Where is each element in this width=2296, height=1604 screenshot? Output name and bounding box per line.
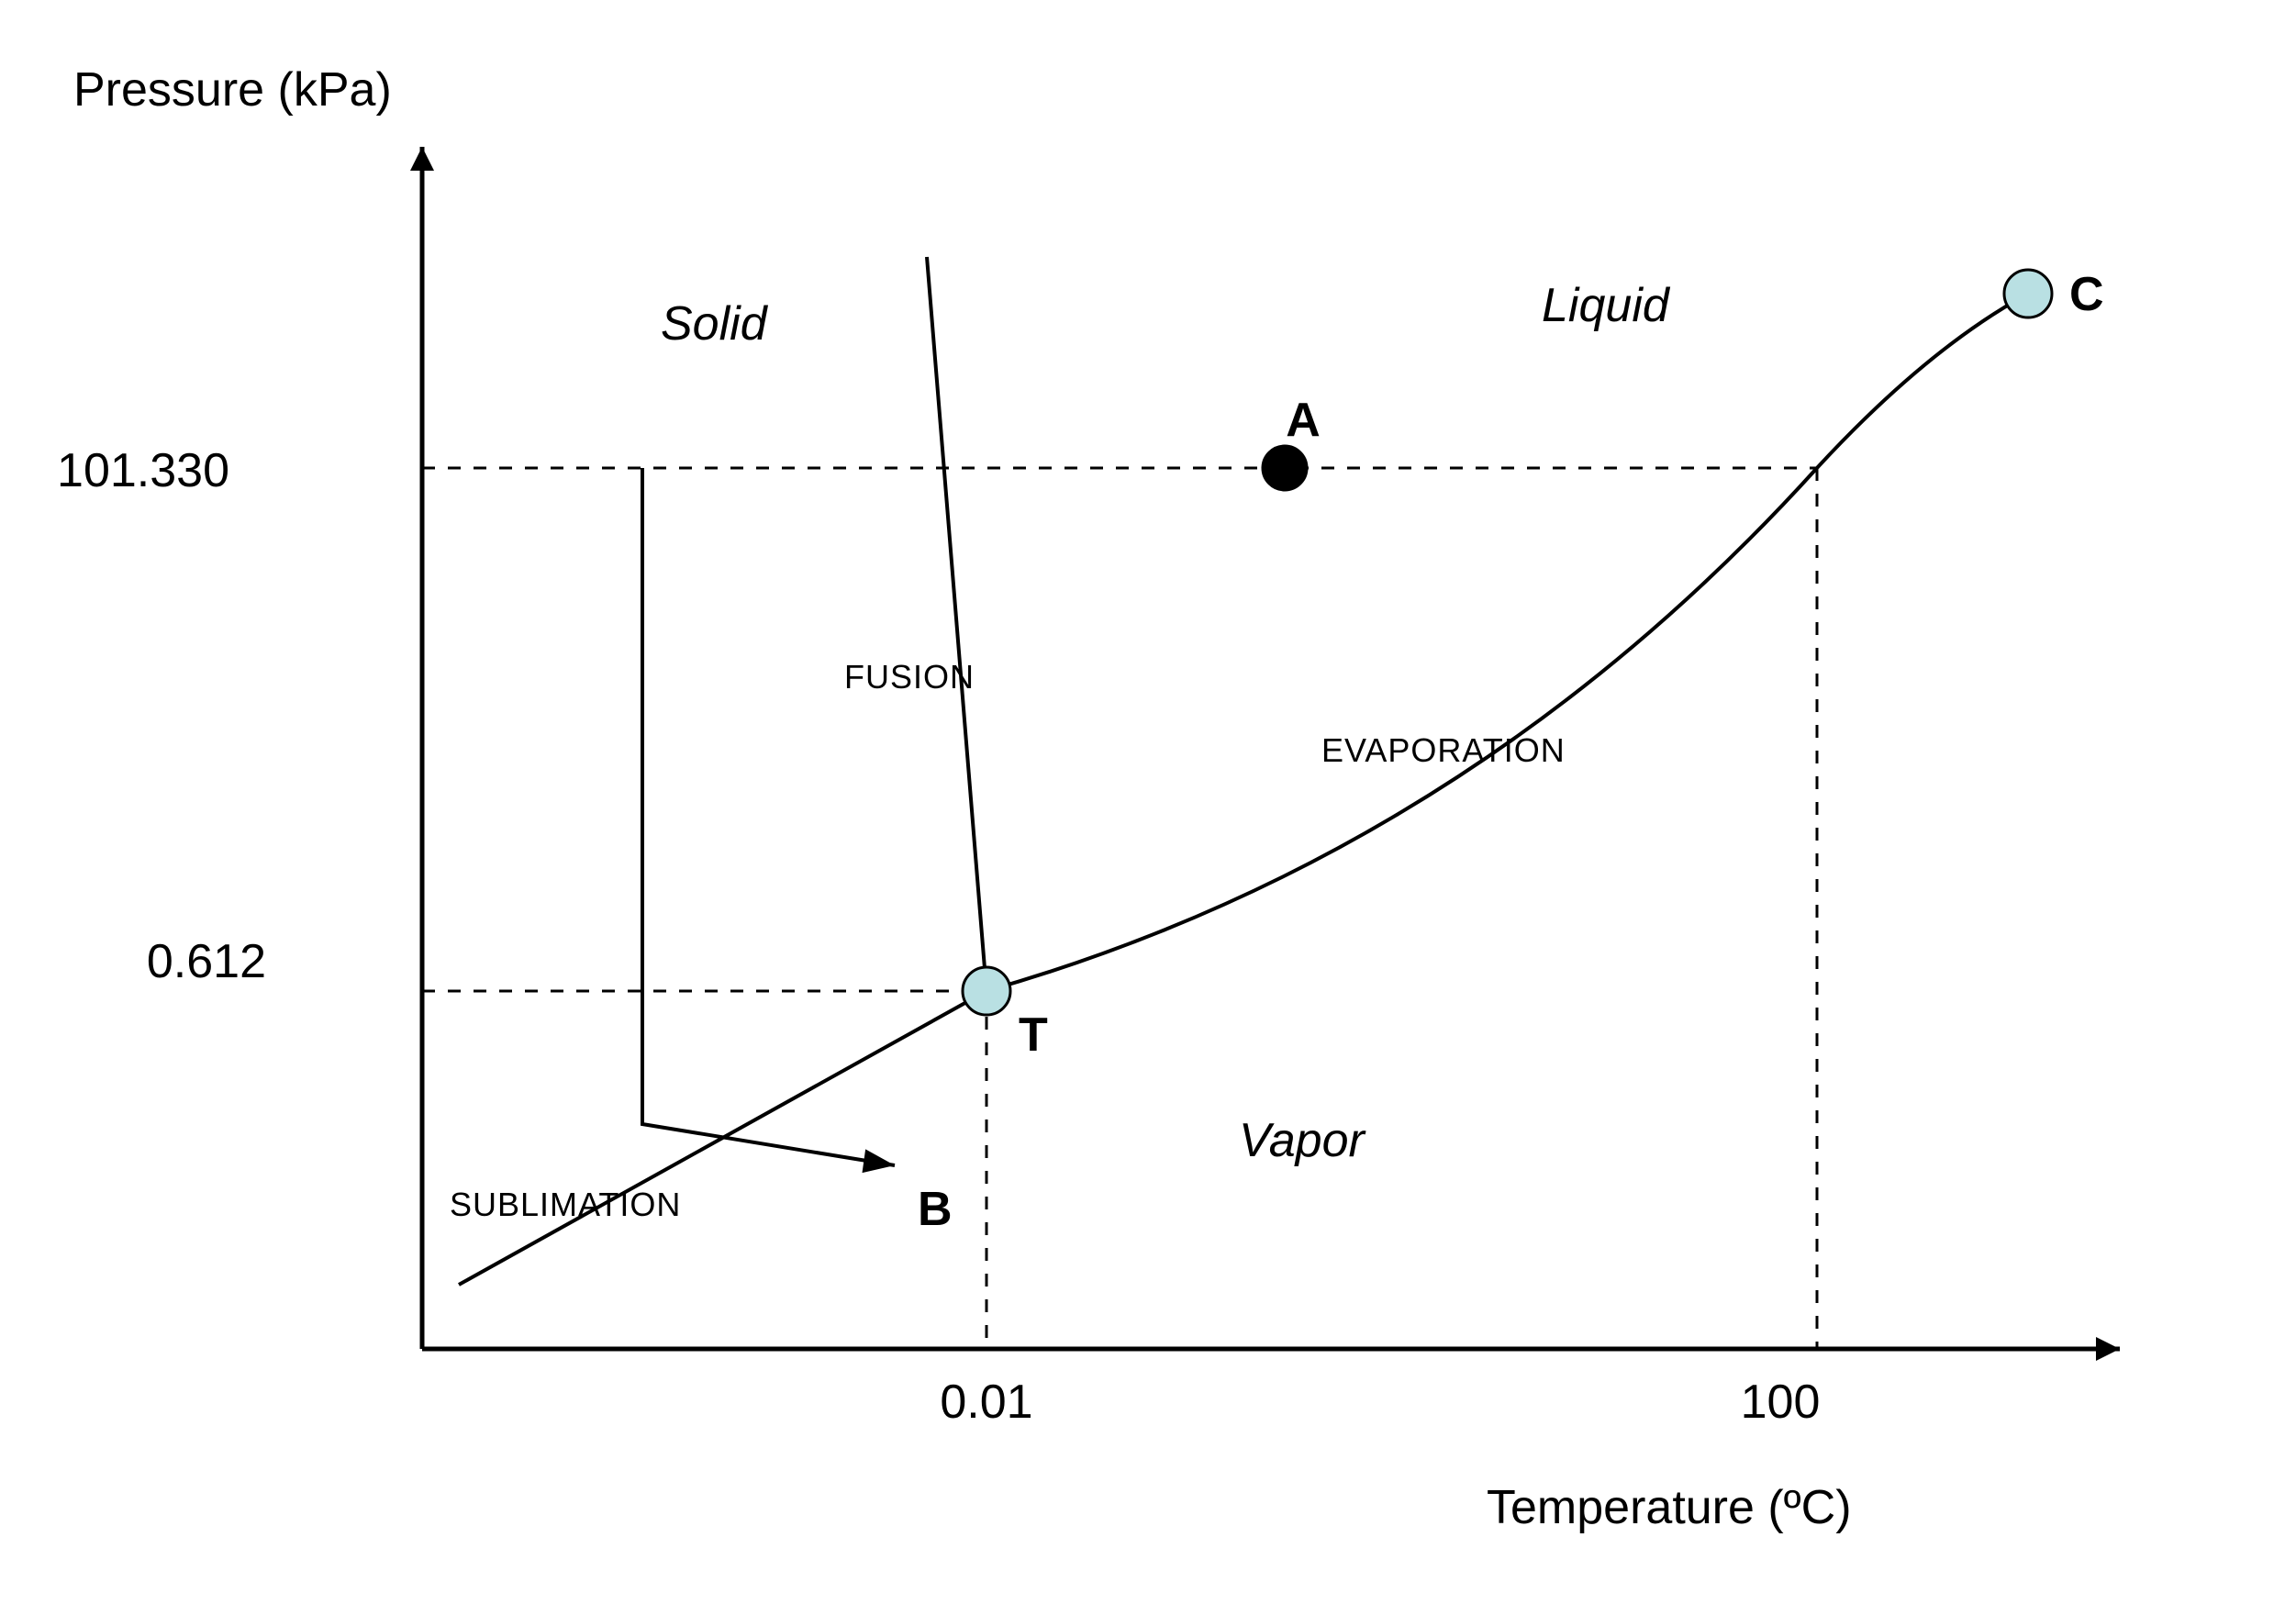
y-tick-labels: 101.330 0.612 — [57, 444, 266, 988]
x-axis-arrowhead — [2096, 1337, 2120, 1361]
x-axis-label: Temperature (ºC) — [1487, 1481, 1852, 1534]
process-arrow-path — [642, 468, 895, 1165]
region-solid-label: Solid — [661, 297, 769, 351]
y-tick: 0.612 — [147, 935, 266, 988]
region-liquid-label: Liquid — [1542, 279, 1671, 332]
fusion-label: FUSION — [844, 658, 975, 696]
point-t-label: T — [1019, 1008, 1048, 1062]
evaporation-curve — [986, 294, 2028, 991]
region-vapor-label: Vapor — [1239, 1114, 1367, 1167]
point-t-triple — [963, 967, 1010, 1015]
y-axis-arrowhead — [410, 147, 434, 171]
y-tick: 101.330 — [57, 444, 229, 497]
sublimation-label: SUBLIMATION — [450, 1186, 681, 1223]
phase-diagram: Pressure (kPa) Temperature (ºC) 0.01100 … — [0, 0, 2296, 1604]
point-c-label: C — [2069, 268, 2104, 321]
point-c-critical — [2004, 270, 2052, 317]
point-a — [1263, 446, 1307, 490]
fusion-curve — [927, 257, 986, 991]
x-tick: 100 — [1741, 1376, 1821, 1429]
x-tick-labels: 0.01 100 — [940, 1376, 1820, 1429]
point-b-label: B — [918, 1183, 953, 1236]
y-axis-label: Pressure (kPa) — [73, 63, 392, 117]
x-tick: 0.01 — [940, 1376, 1032, 1429]
point-a-label: A — [1286, 394, 1321, 447]
process-arrow-head — [863, 1149, 895, 1173]
evaporation-label: EVAPORATION — [1321, 731, 1566, 769]
